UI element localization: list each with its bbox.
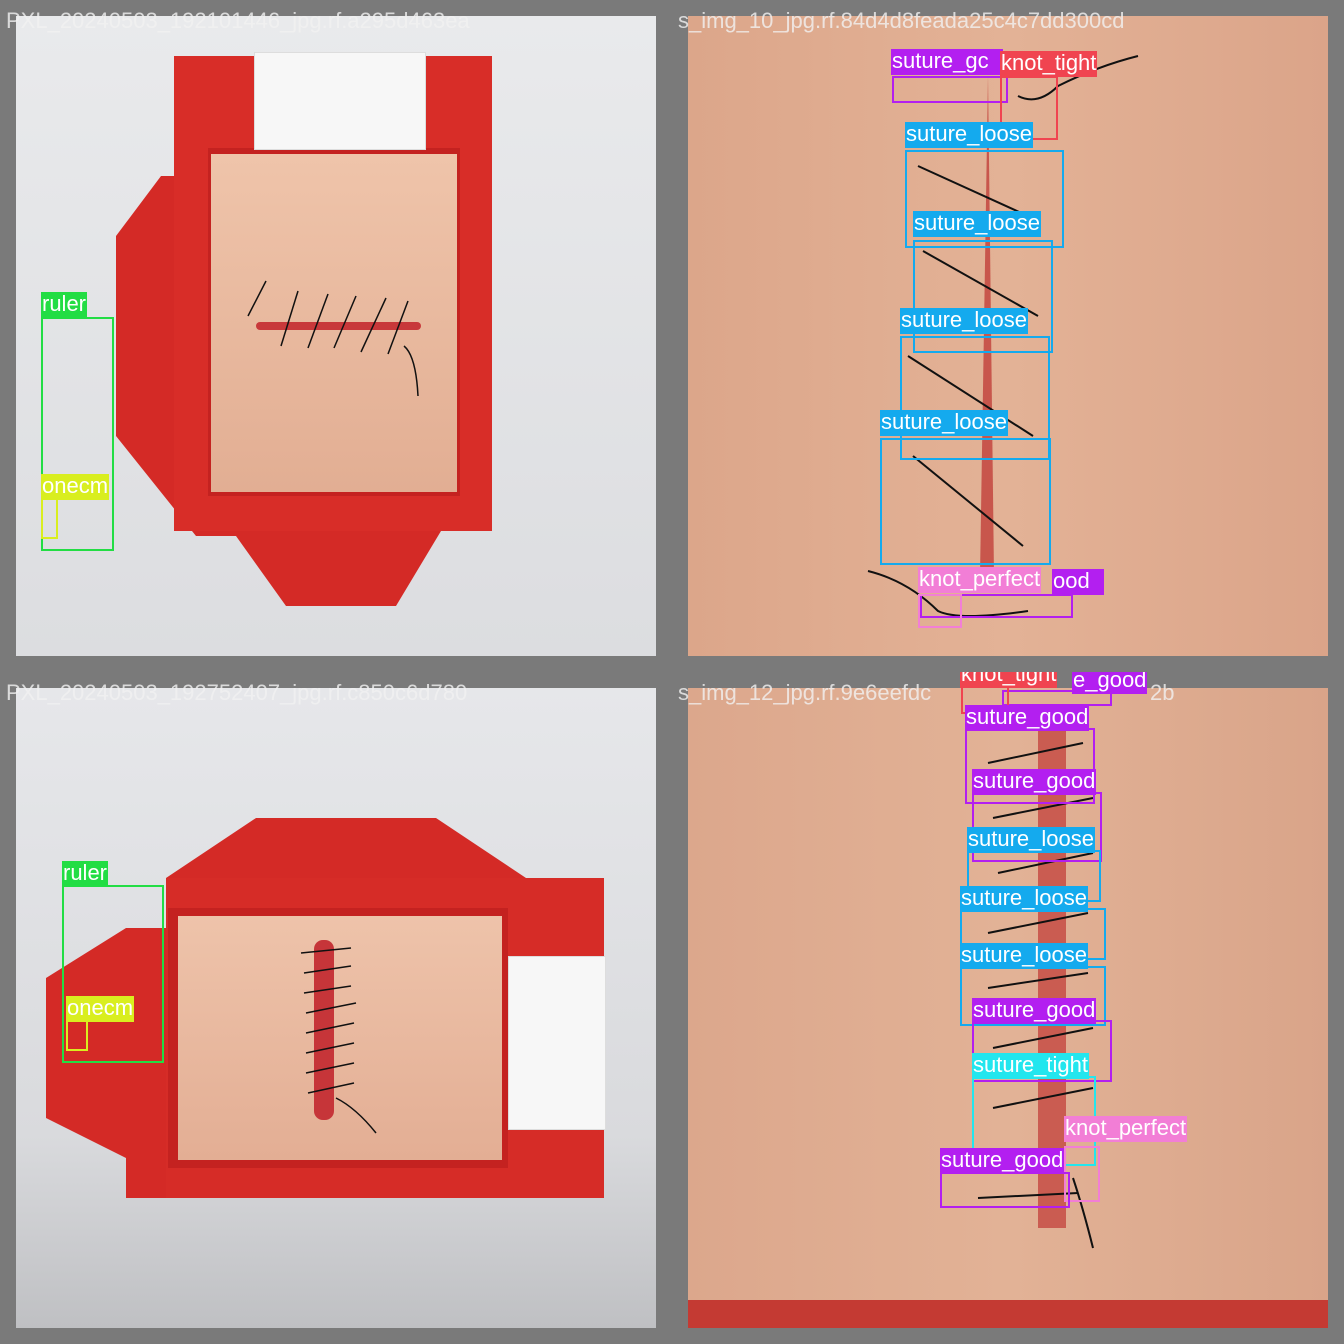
ruler-box: [62, 885, 164, 1063]
panel-top-right: s_img_10_jpg.rf.84d4d8feada25c4c7dd300cd…: [672, 0, 1344, 672]
onecm-box: [41, 497, 58, 539]
suture-good-box-top: [892, 76, 1008, 103]
suture-loose-label-2: suture_loose: [960, 885, 1088, 912]
suture-loose-box-2: [913, 240, 1053, 353]
suture-loose-box-3: [900, 336, 1050, 460]
suture-loose-label-2: suture_loose: [913, 210, 1041, 237]
knot-tight-label: knot_tight: [960, 672, 1058, 688]
onecm-box: [66, 1019, 88, 1051]
suture-good-box-4: [940, 1172, 1070, 1208]
suture-good-label-bottom: ood: [1052, 569, 1104, 595]
knot-perfect-box: [1064, 1146, 1100, 1202]
knot-tight-label: knot_tight: [1000, 50, 1098, 77]
suture-loose-label-4: suture_loose: [880, 409, 1008, 436]
ruler-box: [41, 317, 114, 551]
suture-good-label-top: suture_gc: [891, 49, 1003, 75]
image-filename-tail: 2b: [1150, 680, 1175, 705]
ruler-label: ruler: [62, 860, 109, 887]
image-filename: PXL_20240503_192101446_jpg.rf.a295d463ea: [6, 8, 470, 33]
image-filename: s_img_12_jpg.rf.9e6eefdc: [678, 680, 932, 705]
suture-good-label-4: suture_good: [940, 1147, 1065, 1174]
sutures: [247, 280, 421, 397]
suture-loose-label-3: suture_loose: [900, 307, 1028, 334]
suture-loose-box-1: [905, 150, 1064, 248]
knot-perfect-label: knot_perfect: [918, 566, 1042, 593]
panel-top-left: PXL_20240503_192101446_jpg.rf.a295d463ea…: [0, 0, 672, 672]
suture-good-label-top-right: e_good: [1072, 672, 1148, 694]
suture-good-label-1: suture_good: [965, 704, 1090, 731]
suture-tight-label-1: suture_tight: [972, 1052, 1089, 1079]
ruler-scale: [508, 956, 606, 1130]
panel-bottom-left: PXL_20240503_192752407_jpg.rf.c850c6d780…: [0, 672, 672, 1344]
suture-good-label-2: suture_good: [972, 768, 1097, 795]
suture-good-label-3: suture_good: [972, 997, 1097, 1024]
onecm-label: onecm: [41, 473, 110, 500]
ruler-label: ruler: [41, 291, 88, 318]
sutures: [300, 940, 377, 1134]
ruler-scale: [254, 52, 426, 150]
suture-good-box-bottom: [920, 594, 1073, 618]
knot-perfect-box: [918, 594, 962, 628]
skin-pad: [178, 916, 502, 1160]
image-filename: s_img_10_jpg.rf.84d4d8feada25c4c7dd300cd: [678, 8, 1125, 33]
photo: [16, 16, 656, 656]
panel-bottom-right: s_img_12_jpg.rf.9e6eefdc 2b e_good knot_…: [672, 672, 1344, 1344]
suture-loose-label-1: suture_loose: [905, 121, 1033, 148]
image-filename: PXL_20240503_192752407_jpg.rf.c850c6d780: [6, 680, 468, 705]
onecm-label: onecm: [66, 995, 135, 1022]
suture-loose-box-4: [880, 438, 1051, 565]
knot-perfect-label: knot_perfect: [1064, 1115, 1188, 1142]
suture-loose-label-3: suture_loose: [960, 942, 1088, 969]
suture-loose-label-1: suture_loose: [967, 826, 1095, 853]
